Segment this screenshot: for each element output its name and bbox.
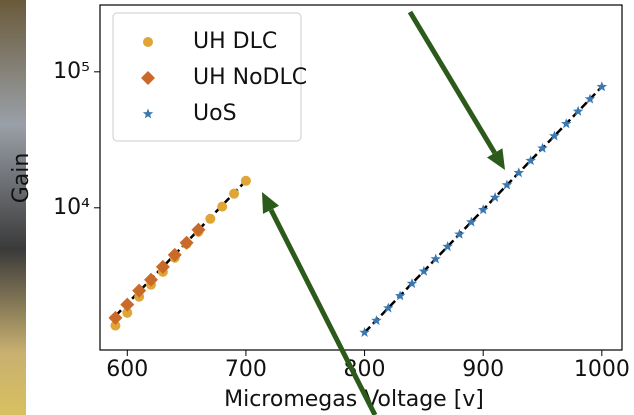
- arrow-shaft: [407, 10, 497, 155]
- point: [167, 247, 182, 262]
- point: [584, 93, 596, 104]
- point: [191, 222, 206, 237]
- arrow-head: [486, 148, 505, 170]
- point: [442, 241, 453, 252]
- x-tick-label: 600: [106, 357, 148, 382]
- point: [478, 204, 489, 215]
- point: [132, 283, 147, 298]
- point: [142, 108, 154, 119]
- point: [371, 315, 382, 326]
- x-tick-label: 900: [462, 357, 504, 382]
- point: [430, 253, 441, 264]
- point: [217, 201, 228, 212]
- arrow-shaft: [268, 208, 378, 415]
- point: [120, 297, 135, 312]
- x-tick-label: 700: [225, 357, 267, 382]
- point: [596, 81, 608, 92]
- point: [155, 259, 170, 274]
- point: [144, 272, 159, 287]
- y-axis-label: Gain: [9, 153, 34, 204]
- point: [110, 320, 121, 331]
- point: [406, 278, 418, 289]
- point: [561, 118, 572, 129]
- point: [240, 175, 251, 186]
- point: [549, 130, 560, 141]
- point: [229, 188, 240, 199]
- y-tick-label: 10⁴: [53, 195, 90, 220]
- arrow-head: [262, 192, 280, 214]
- point: [513, 167, 524, 178]
- point: [179, 235, 194, 250]
- point: [359, 327, 370, 337]
- y-tick-label: 10⁵: [53, 59, 90, 84]
- x-tick-label: 1000: [574, 357, 630, 382]
- x-axis-label: Micromegas Voltage [v]: [224, 387, 484, 412]
- point: [525, 155, 536, 166]
- point: [122, 307, 133, 318]
- legend-label: UoS: [193, 101, 237, 126]
- point: [143, 37, 153, 47]
- point: [466, 216, 477, 227]
- point: [108, 310, 123, 325]
- legend: UH DLC UH NoDLC UoS: [112, 12, 307, 142]
- point: [394, 290, 406, 301]
- point: [537, 142, 548, 153]
- point: [383, 302, 394, 313]
- point: [572, 105, 584, 116]
- point: [141, 71, 155, 85]
- legend-box: [112, 12, 302, 142]
- legend-label: UH DLC: [193, 29, 277, 54]
- legend-label: UH NoDLC: [193, 65, 307, 90]
- background-photo: [0, 0, 26, 415]
- point: [418, 265, 430, 276]
- point: [454, 228, 465, 239]
- point: [205, 213, 216, 224]
- point: [489, 192, 501, 202]
- point: [501, 179, 513, 190]
